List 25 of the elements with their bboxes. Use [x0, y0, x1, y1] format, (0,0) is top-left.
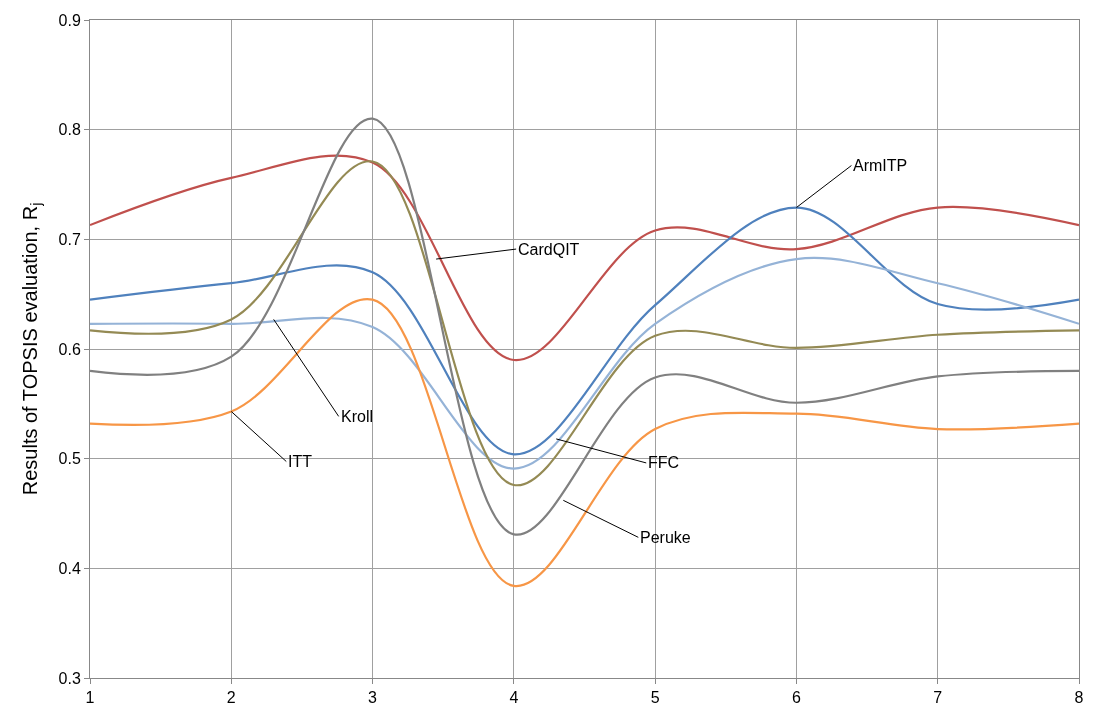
line-series	[90, 298, 1079, 587]
annotation: CardQIT	[518, 241, 580, 258]
x-tick-label: 6	[791, 689, 801, 707]
y-tick-label: 0.5	[58, 450, 81, 468]
y-tick-label: 0.4	[58, 559, 81, 577]
y-tick-label: 0.7	[58, 230, 81, 248]
annotation: ITT	[288, 453, 313, 470]
y-tick-label: 0.8	[58, 121, 81, 139]
line-series	[90, 160, 1079, 487]
x-tick-label: 3	[368, 689, 378, 707]
annotation: Kroll	[341, 408, 374, 425]
x-tick-label: 8	[1074, 689, 1084, 707]
y-tick-label: 0.9	[58, 11, 81, 29]
y-tick-label: 0.3	[58, 669, 81, 687]
x-tick-label: 1	[85, 689, 95, 707]
line-series	[90, 256, 1079, 470]
annotation: Peruke	[640, 529, 691, 546]
x-tick-label: 4	[509, 689, 519, 707]
annotation: FFC	[648, 454, 680, 471]
line-series	[90, 206, 1079, 456]
annotation: ArmITP	[853, 157, 908, 174]
x-tick-label: 5	[650, 689, 660, 707]
y-tick-label: 0.6	[58, 340, 81, 358]
x-tick-label: 7	[933, 689, 943, 707]
x-tick-label: 2	[226, 689, 236, 707]
